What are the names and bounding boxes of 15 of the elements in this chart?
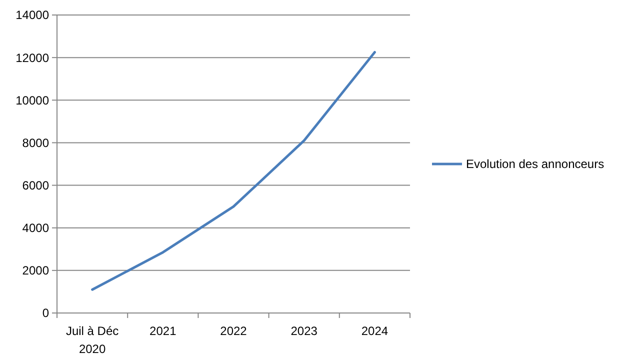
y-tick-label: 2000 (22, 264, 50, 278)
y-tick-label: 8000 (22, 136, 50, 150)
x-tick-label: Juil à Déc 2020 (66, 324, 119, 356)
y-tick-label: 14000 (16, 8, 50, 22)
line-series (91, 51, 376, 291)
x-tick-label: 2023 (290, 324, 318, 338)
x-tick-label: 2022 (220, 324, 248, 338)
y-tick-label: 4000 (22, 221, 50, 236)
x-tick-label: 2021 (150, 324, 177, 338)
y-tick-label: 0 (42, 306, 50, 320)
y-tick-label: 10000 (16, 93, 50, 108)
y-tick-label: 6000 (22, 178, 50, 192)
y-tick-label: 12000 (16, 50, 50, 65)
x-tick-label: 2024 (361, 324, 388, 338)
legend-label: Evolution des annonceurs (466, 157, 604, 172)
